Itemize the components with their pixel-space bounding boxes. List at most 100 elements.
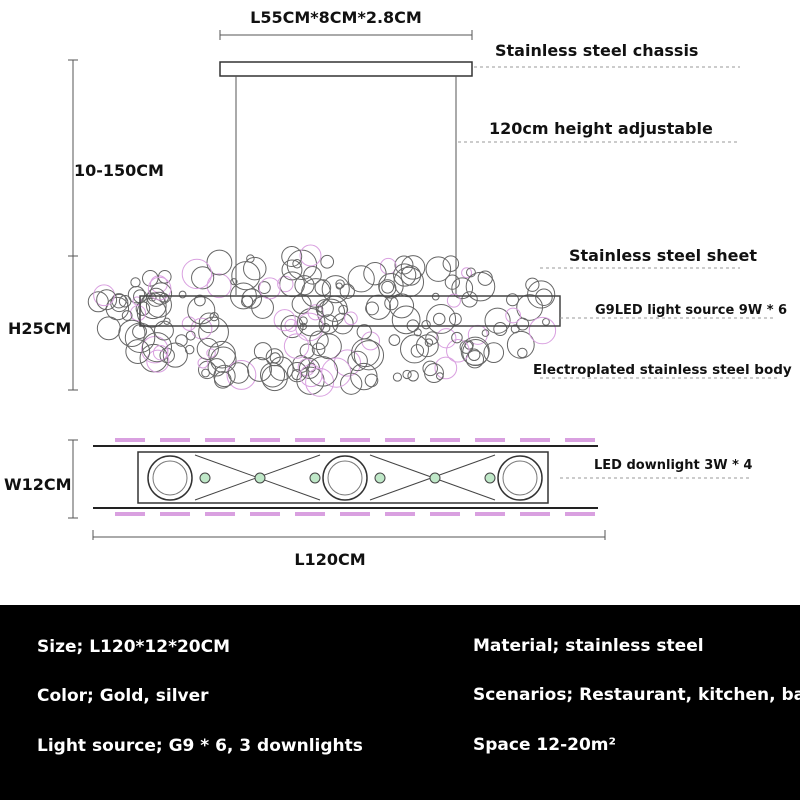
bubble	[141, 332, 173, 363]
bubble-edge	[295, 438, 325, 442]
bubble-edge	[520, 512, 550, 516]
bubble	[506, 293, 519, 307]
bubble	[451, 331, 463, 344]
bubble	[299, 343, 315, 359]
bubble	[461, 267, 473, 279]
bubble	[257, 281, 271, 294]
bubble	[449, 312, 462, 326]
spec: Light source; G9 * 6, 3 downlights	[37, 736, 363, 756]
frame	[139, 295, 561, 327]
bubble	[466, 267, 476, 278]
bubble	[157, 269, 172, 284]
callout: LED downlight 3W * 4	[594, 458, 752, 473]
bubble	[152, 345, 169, 361]
bubble	[424, 363, 444, 384]
bubble	[306, 362, 317, 373]
spec: Material; stainless steel	[473, 636, 704, 656]
bubble	[283, 333, 310, 359]
bubble-edge	[385, 438, 415, 442]
bubble	[307, 356, 339, 387]
bubble	[400, 255, 426, 280]
bubble	[353, 340, 385, 371]
bubble	[307, 304, 324, 321]
spec: Scenarios; Restaurant, kitchen, bar	[473, 685, 800, 705]
bubble	[394, 255, 414, 275]
bubble	[351, 338, 380, 368]
bubble	[190, 317, 213, 340]
bubble	[320, 254, 335, 269]
bubble	[320, 323, 331, 333]
bubble	[481, 329, 490, 337]
dim-label: H25CM	[8, 319, 71, 338]
bubble	[321, 275, 350, 304]
bubble	[198, 312, 220, 334]
bubble	[206, 249, 233, 276]
bubble	[196, 337, 219, 361]
bubble-edge	[565, 512, 595, 516]
bubble-edge	[205, 438, 235, 442]
bubble	[281, 259, 303, 281]
bubble	[347, 350, 368, 372]
bubble-edge	[160, 512, 190, 516]
g9-socket	[309, 472, 321, 484]
callout: Stainless steel sheet	[569, 246, 757, 265]
callout: Stainless steel chassis	[495, 41, 698, 60]
bubble	[281, 246, 303, 267]
bubble	[422, 360, 438, 377]
bubble	[96, 289, 118, 311]
bubble	[391, 305, 421, 335]
bubble	[444, 274, 461, 290]
bubble	[201, 368, 210, 378]
bubble	[535, 288, 553, 307]
bubble	[347, 265, 375, 293]
bubble	[299, 244, 322, 267]
bubble	[258, 277, 281, 300]
bubble	[206, 273, 232, 299]
bubble	[291, 369, 303, 381]
bubble	[292, 259, 302, 269]
bubble	[361, 331, 381, 351]
g9-socket	[199, 472, 211, 484]
bubble-edge	[520, 438, 550, 442]
bubble	[436, 328, 457, 349]
bubble	[364, 373, 379, 388]
bubble-edge	[250, 512, 280, 516]
bubble	[127, 285, 146, 304]
bubble	[147, 276, 172, 301]
bubble-edge	[430, 438, 460, 442]
bubble	[184, 344, 195, 355]
bubble	[446, 293, 461, 308]
g9-socket	[254, 472, 266, 484]
bubble	[118, 319, 146, 347]
callout: G9LED light source 9W * 6	[595, 303, 787, 318]
bubble	[213, 371, 232, 389]
bubble	[434, 356, 458, 380]
bubble	[309, 330, 329, 351]
spec: Color; Gold, silver	[37, 686, 209, 706]
bubble	[432, 312, 446, 326]
bubble	[421, 320, 431, 330]
bubble-edge	[160, 438, 190, 442]
bubble	[333, 349, 362, 377]
bubble	[378, 273, 404, 299]
bubble	[93, 284, 115, 307]
bubble	[467, 348, 481, 362]
bubble-edge	[565, 438, 595, 442]
spec-band	[0, 605, 800, 800]
bubble-edge	[475, 438, 505, 442]
bubble-edge	[115, 512, 145, 516]
bubble	[465, 350, 485, 369]
bubble	[191, 266, 215, 290]
bubble	[178, 290, 187, 299]
downlight	[322, 455, 368, 501]
downlight	[152, 460, 188, 496]
bubble	[243, 256, 267, 281]
g9-socket	[484, 472, 496, 484]
bubble	[287, 362, 308, 383]
bubble-edge	[250, 438, 280, 442]
bubble	[311, 342, 326, 357]
bubble	[277, 275, 294, 293]
bubble	[365, 294, 392, 320]
bubble	[265, 348, 284, 367]
